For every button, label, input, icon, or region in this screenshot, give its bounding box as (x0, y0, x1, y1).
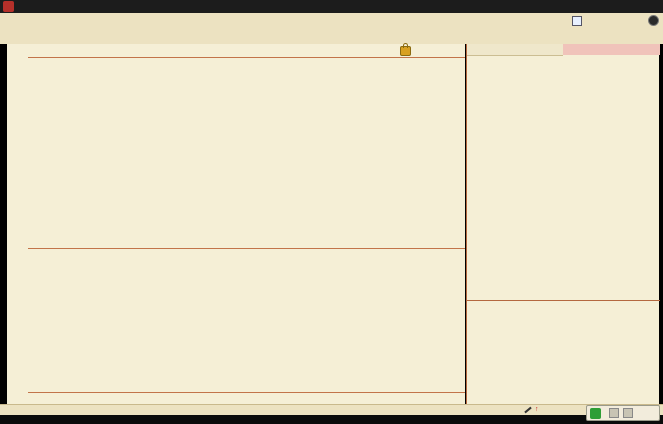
chip-distribution-chart[interactable] (467, 55, 660, 300)
up-arrow-icon: ↑ (535, 406, 539, 413)
ime-panel[interactable] (586, 405, 660, 421)
tab-intraday[interactable] (467, 44, 563, 56)
ime-settings-icon[interactable] (623, 408, 633, 418)
toolbar (0, 13, 663, 45)
date-navigator (566, 16, 582, 26)
sogou-logo-icon[interactable] (590, 407, 601, 419)
content-area: ↑ (0, 43, 663, 424)
panel-divider (467, 300, 660, 301)
tab-chip-distribution[interactable] (563, 44, 660, 55)
fund-flow-pane[interactable] (28, 259, 465, 393)
news-ticker-bar (0, 415, 663, 424)
app-logo-icon (3, 1, 14, 12)
pen-icon[interactable] (524, 406, 532, 414)
main-chart-zone[interactable] (28, 44, 465, 404)
lock-icon[interactable] (400, 43, 411, 56)
gear-icon[interactable] (648, 15, 659, 26)
ime-keyboard-icon[interactable] (609, 408, 619, 418)
date-axis (28, 249, 465, 258)
status-bar: ↑ (0, 404, 663, 416)
fund-trend-pane[interactable] (467, 301, 660, 404)
calendar-icon[interactable] (572, 16, 582, 26)
menu-bar (0, 0, 663, 13)
price-axis-strip (7, 44, 28, 404)
right-panel (466, 44, 660, 404)
candlestick-pane[interactable] (28, 57, 465, 249)
